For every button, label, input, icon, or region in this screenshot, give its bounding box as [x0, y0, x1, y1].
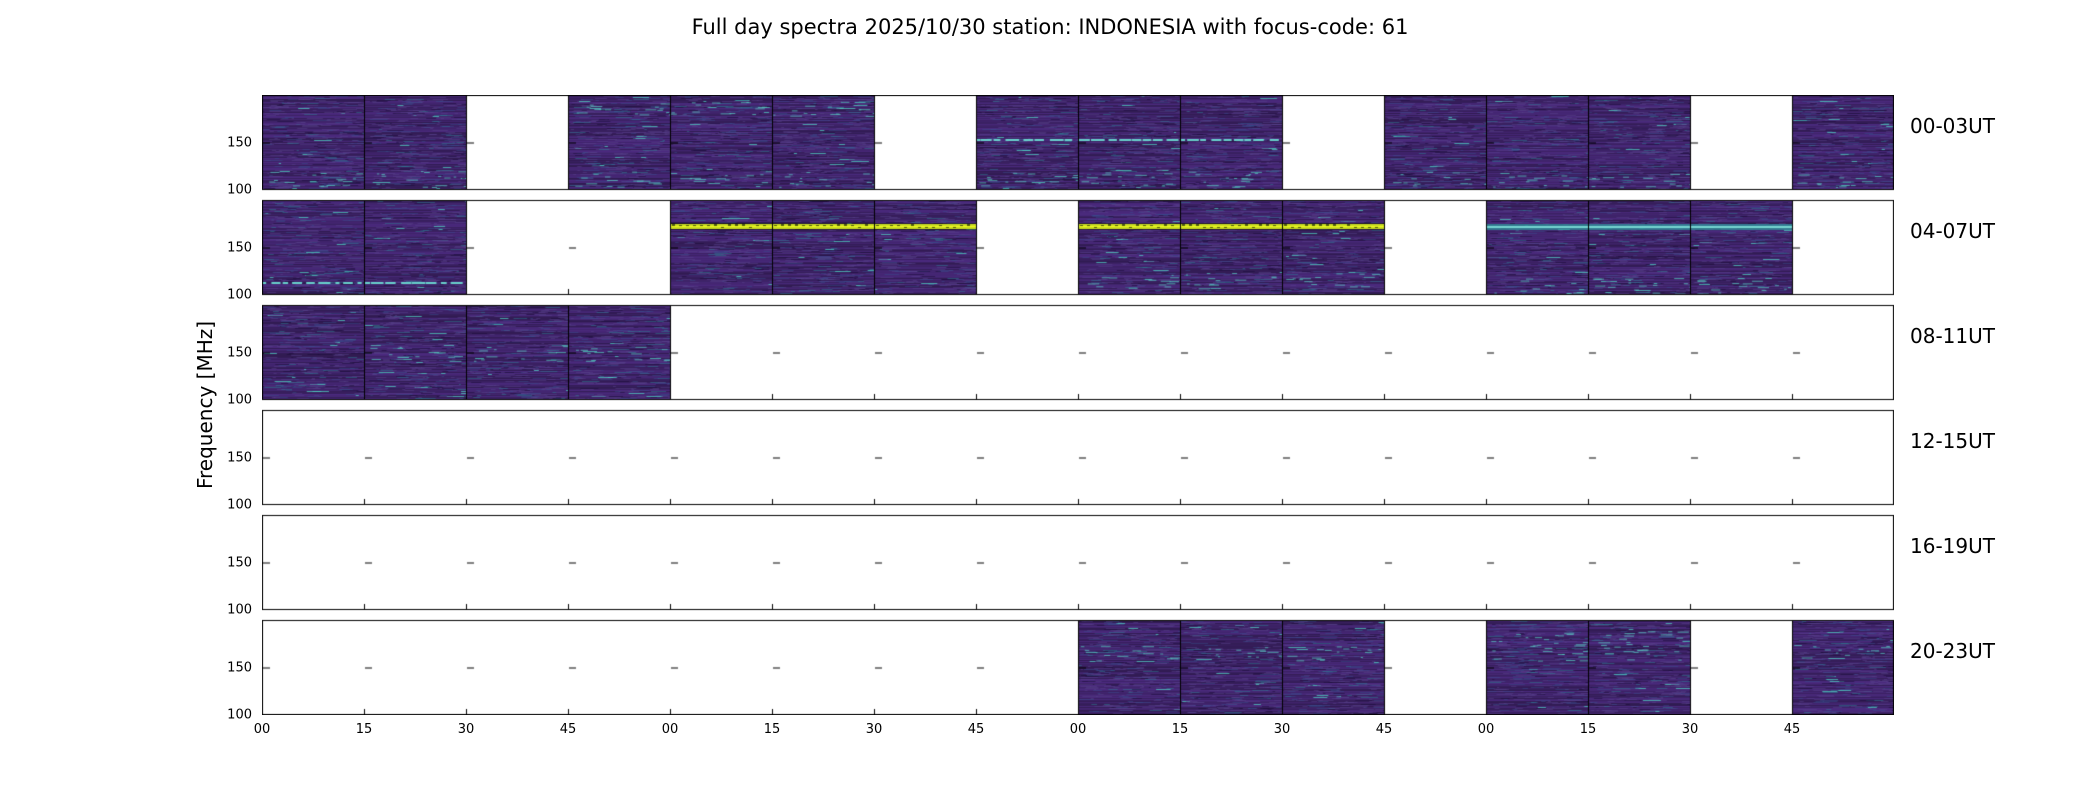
- row-label: 16-19UT: [1910, 534, 1995, 559]
- x-tick-label: 15: [355, 722, 373, 737]
- y-tick-label: 150: [227, 450, 252, 465]
- y-tick-label: 100: [227, 497, 252, 513]
- spectrogram-canvas: [262, 95, 1894, 715]
- x-tick-label: 30: [865, 722, 883, 737]
- x-tick-label: 15: [763, 722, 781, 737]
- y-tick-label: 150: [227, 345, 252, 360]
- y-tick-label: 100: [227, 707, 252, 723]
- row-label: 08-11UT: [1910, 324, 1995, 349]
- x-tick-label: 30: [457, 722, 475, 737]
- row-label: 04-07UT: [1910, 219, 1995, 244]
- y-tick-label: 150: [227, 660, 252, 675]
- y-tick-label: 150: [227, 240, 252, 255]
- x-tick-label: 00: [1069, 722, 1087, 737]
- chart-title: Full day spectra 2025/10/30 station: IND…: [691, 15, 1409, 39]
- x-tick-label: 45: [1375, 722, 1393, 737]
- y-tick-label: 100: [227, 392, 252, 408]
- row-label: 20-23UT: [1910, 639, 1995, 664]
- x-tick-label: 15: [1171, 722, 1189, 737]
- y-tick-label: 150: [227, 135, 252, 150]
- y-tick-label: 100: [227, 602, 252, 618]
- y-tick-label: 150: [227, 555, 252, 570]
- x-tick-label: 45: [559, 722, 577, 737]
- x-tick-label: 00: [253, 722, 271, 737]
- row-label: 12-15UT: [1910, 429, 1995, 454]
- x-tick-label: 30: [1681, 722, 1699, 737]
- x-tick-label: 00: [1477, 722, 1495, 737]
- x-tick-label: 45: [1783, 722, 1801, 737]
- x-tick-label: 30: [1273, 722, 1291, 737]
- x-tick-label: 45: [967, 722, 985, 737]
- row-label: 00-03UT: [1910, 114, 1995, 139]
- y-tick-label: 100: [227, 182, 252, 198]
- y-tick-label: 100: [227, 287, 252, 303]
- x-tick-label: 15: [1579, 722, 1597, 737]
- x-tick-label: 00: [661, 722, 679, 737]
